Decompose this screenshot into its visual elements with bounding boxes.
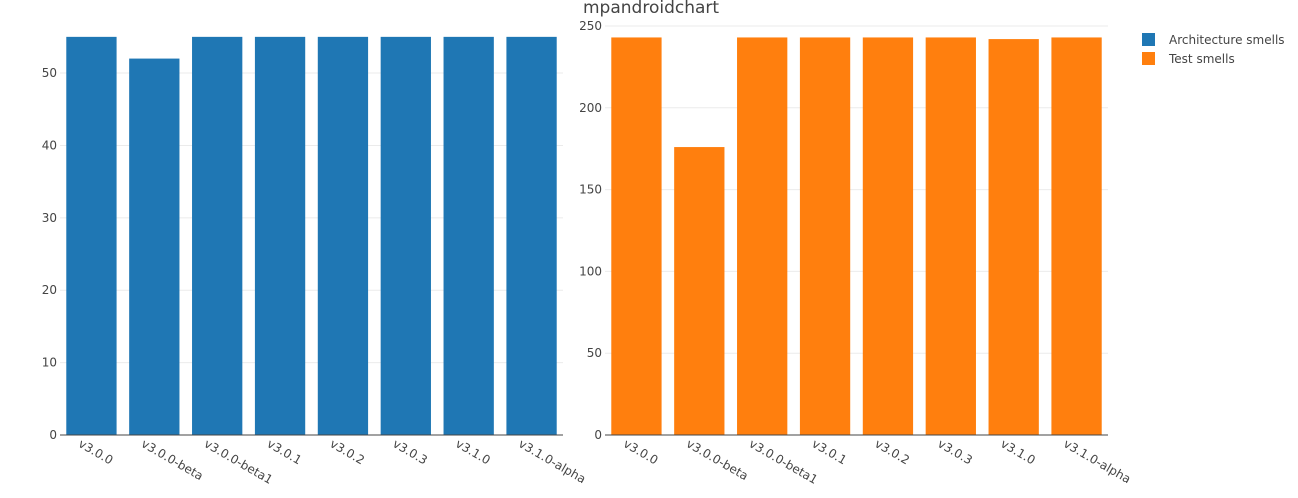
bar	[611, 37, 662, 436]
bar	[799, 37, 851, 436]
y-tick-label: 100	[579, 264, 602, 278]
y-tick-label: 10	[42, 356, 57, 370]
y-tick-label: 50	[587, 346, 602, 360]
bar	[254, 36, 306, 436]
bar	[66, 36, 117, 436]
x-tick-label: v3.0.0	[621, 436, 661, 467]
x-tick-label: v3.0.2	[327, 436, 367, 467]
y-tick-label: 50	[42, 66, 57, 80]
x-tick-label: v3.0.1	[810, 436, 850, 467]
y-tick-label: 0	[594, 428, 602, 442]
legend-item-architecture-smells[interactable]: Architecture smells	[1142, 33, 1285, 47]
x-tick-label: v3.1.0-alpha	[516, 436, 588, 486]
bar	[506, 36, 557, 436]
x-tick-label: v3.0.0-beta	[684, 436, 751, 483]
bar	[674, 147, 725, 435]
bar	[737, 37, 788, 436]
x-tick-label: v3.0.3	[390, 436, 430, 467]
bar	[1051, 37, 1102, 436]
legend-item-test-smells[interactable]: Test smells	[1142, 52, 1235, 66]
bar	[862, 37, 914, 436]
legend-swatch	[1142, 52, 1155, 65]
bar	[317, 36, 369, 436]
chart-title: mpandroidchart	[583, 0, 719, 18]
y-tick-label: 20	[42, 283, 57, 297]
y-tick-label: 30	[42, 211, 57, 225]
x-tick-label: v3.0.0-beta1	[202, 436, 275, 486]
x-tick-label: v3.1.0-alpha	[1061, 436, 1133, 486]
bar	[443, 36, 494, 436]
x-tick-label: v3.1.0	[453, 436, 493, 467]
legend-swatch	[1142, 33, 1155, 46]
x-tick-label: v3.0.0-beta1	[747, 436, 820, 486]
x-tick-label: v3.1.0	[998, 436, 1038, 467]
x-tick-label: v3.0.0-beta	[139, 436, 206, 483]
bar	[192, 36, 243, 436]
y-tick-label: 40	[42, 138, 57, 152]
x-tick-label: v3.0.3	[935, 436, 975, 467]
bar	[380, 36, 431, 436]
legend[interactable]: Architecture smells Test smells	[1142, 33, 1285, 66]
bar	[129, 58, 180, 435]
legend-label: Test smells	[1168, 52, 1235, 66]
x-tick-label: v3.0.1	[265, 436, 305, 467]
x-tick-label: v3.0.0	[76, 436, 116, 467]
bar	[988, 39, 1039, 435]
y-tick-label: 150	[579, 183, 602, 197]
x-tick-label: v3.0.2	[872, 436, 912, 467]
y-tick-label: 250	[579, 19, 602, 33]
y-tick-label: 0	[49, 428, 57, 442]
test-smells-panel: 0 50 100 150 200 250 v3.0.0 v3.0.0-betav3.0.0-b…	[579, 19, 1133, 487]
architecture-smells-panel: 0 10 20 30 40 50 v3.0.0 v3.0.0-betav3.0.0-beta1…	[42, 36, 588, 487]
bar	[925, 37, 976, 436]
legend-label: Architecture smells	[1169, 33, 1285, 47]
y-tick-label: 200	[579, 101, 602, 115]
